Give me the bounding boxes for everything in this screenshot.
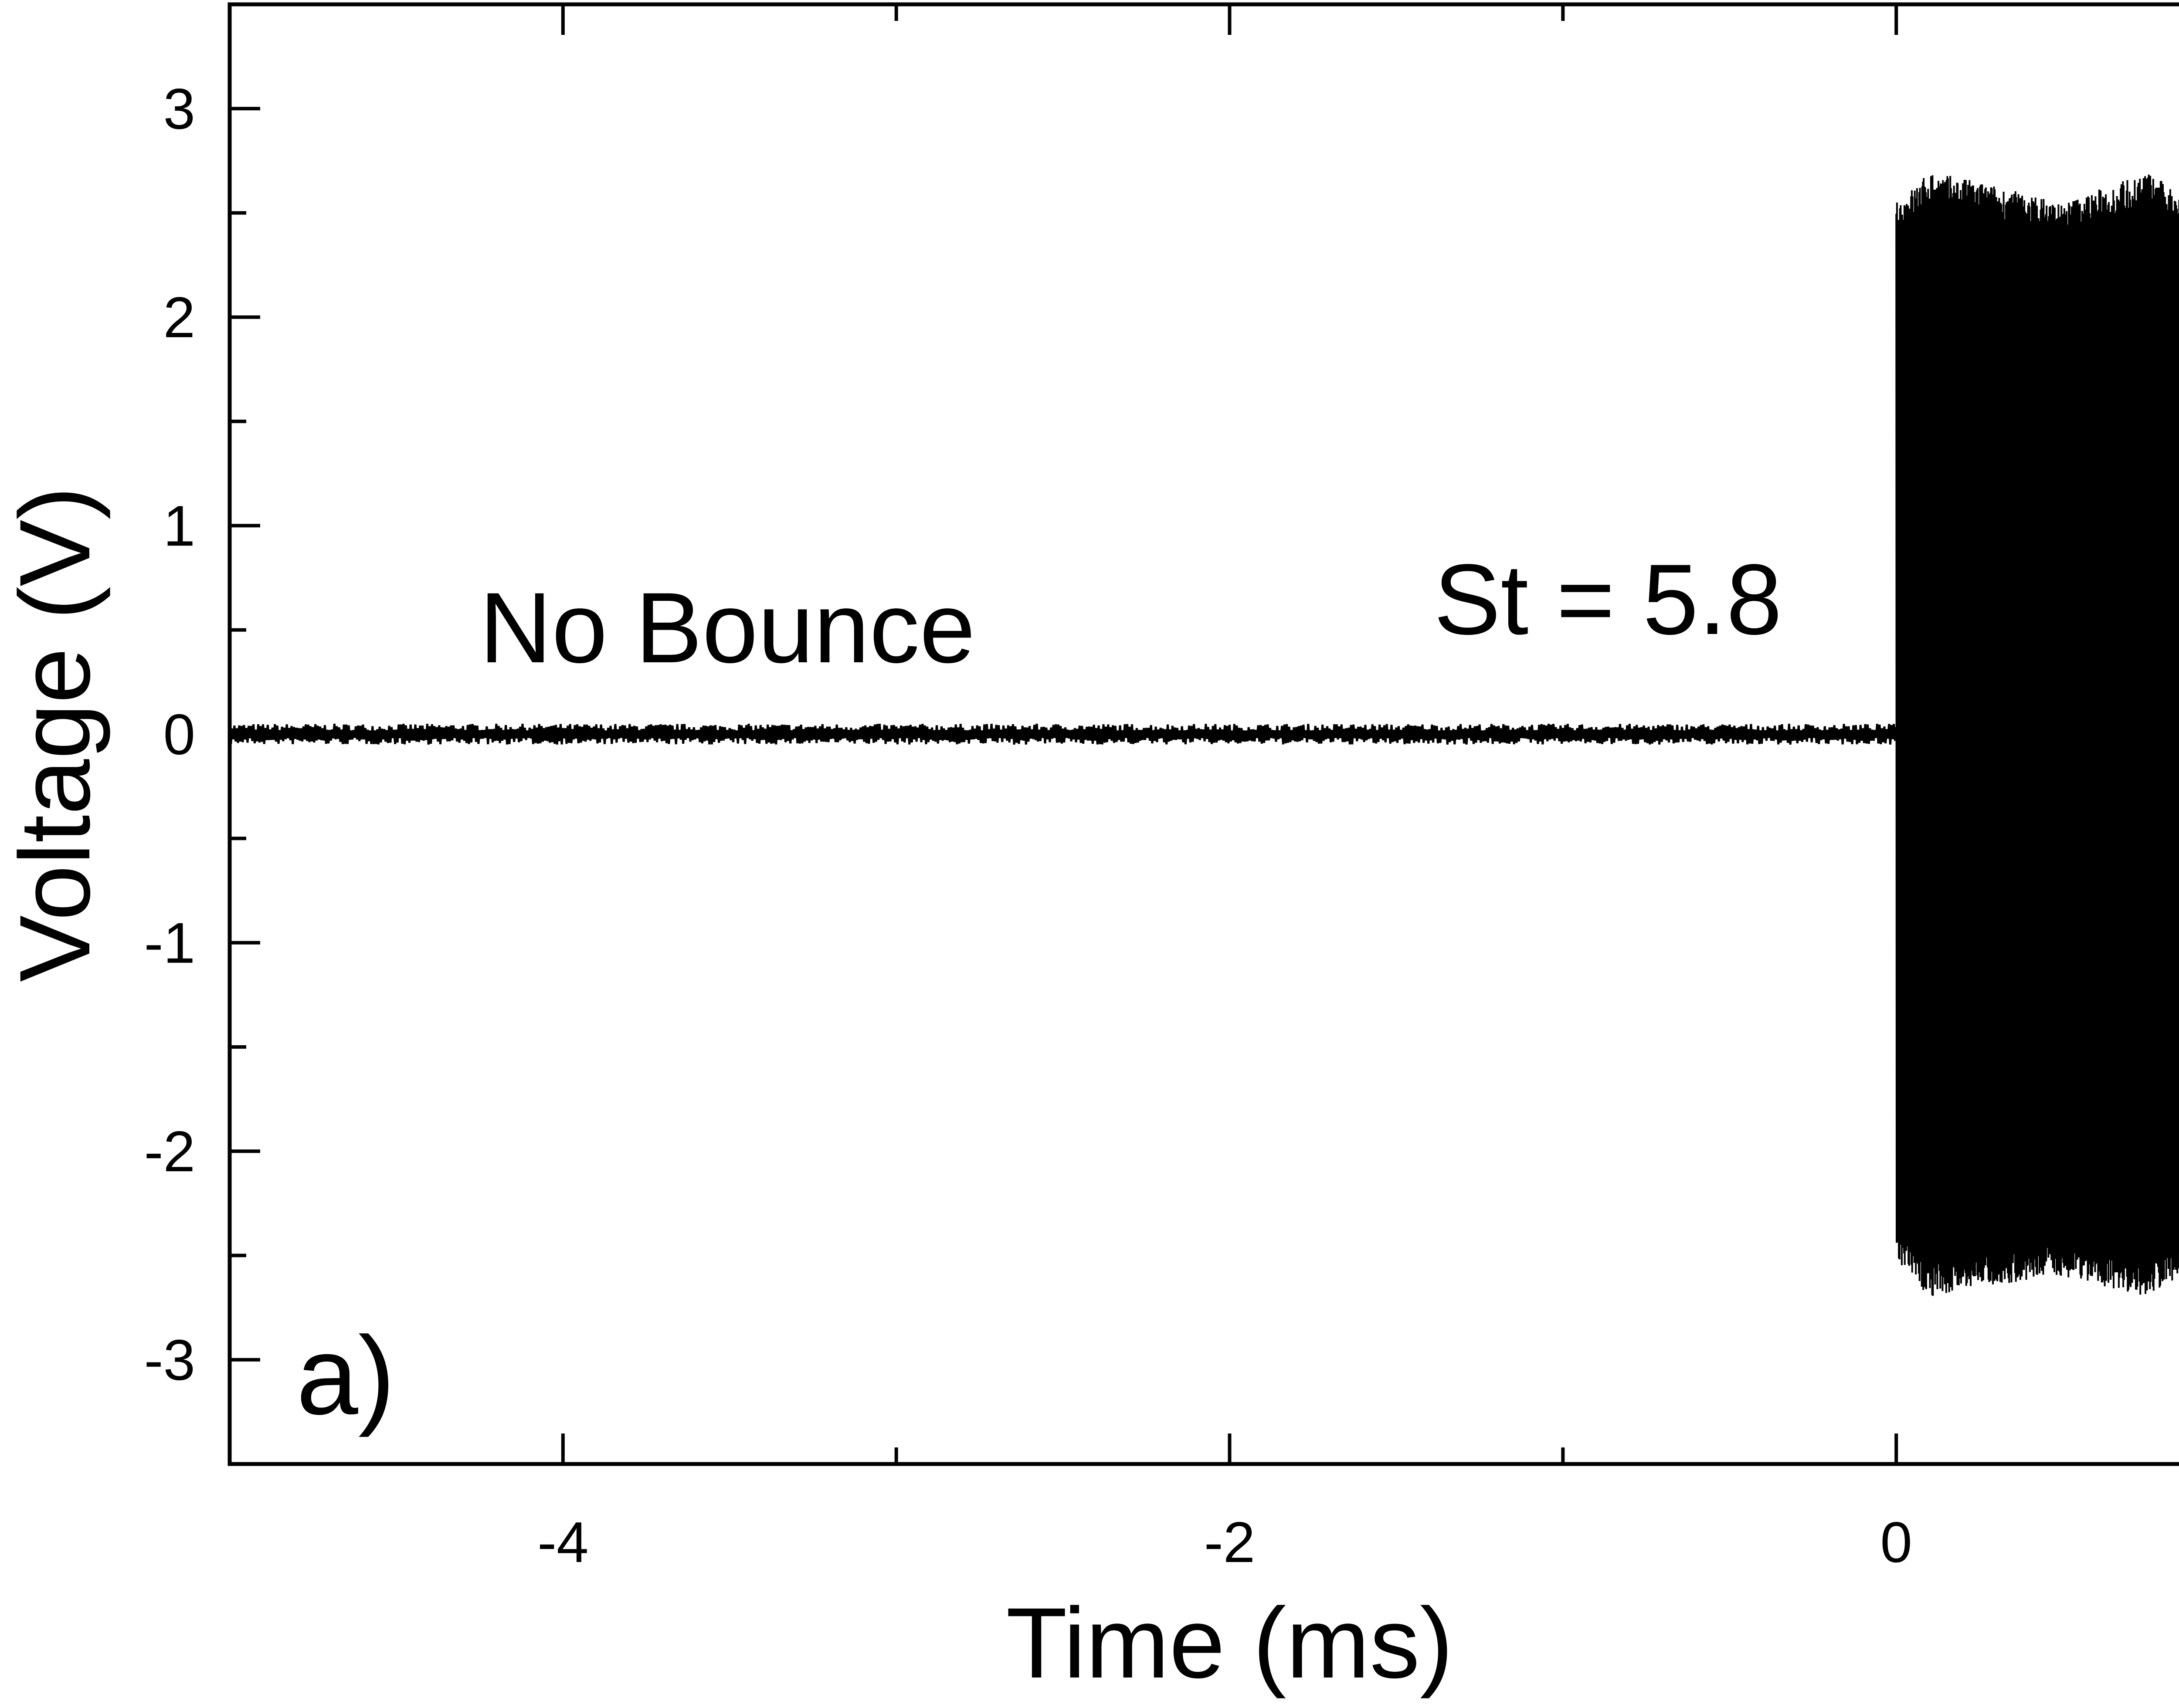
annotation-no-bounce: No Bounce (479, 572, 975, 684)
y-tick-label: 1 (163, 494, 195, 558)
tick-labels: -4 -2 0 -3 -2 -1 0 1 2 3 (144, 77, 1912, 1574)
y-tick-label: 3 (163, 77, 195, 141)
x-tick-label: -4 (537, 1510, 588, 1574)
x-axis-title: Time (ms) (1006, 1587, 1453, 1699)
panel-label: a) (296, 1314, 395, 1438)
x-tick-label: -2 (1204, 1510, 1255, 1574)
y-tick-label: -3 (144, 1328, 195, 1392)
y-tick-label: -2 (144, 1119, 195, 1183)
annotation-st-value: St = 5.8 (1434, 543, 1782, 655)
signal-trace (228, 174, 2179, 1296)
y-tick-label: 2 (163, 285, 195, 349)
x-tick-label: 0 (1880, 1510, 1912, 1574)
y-tick-label: 0 (163, 702, 195, 766)
burst-trace (1895, 174, 2179, 1296)
axis-ticks (228, 4, 1898, 1464)
noise-trace (228, 723, 1897, 745)
y-axis-title: Voltage (V) (0, 486, 111, 982)
y-tick-label: -1 (144, 911, 195, 975)
